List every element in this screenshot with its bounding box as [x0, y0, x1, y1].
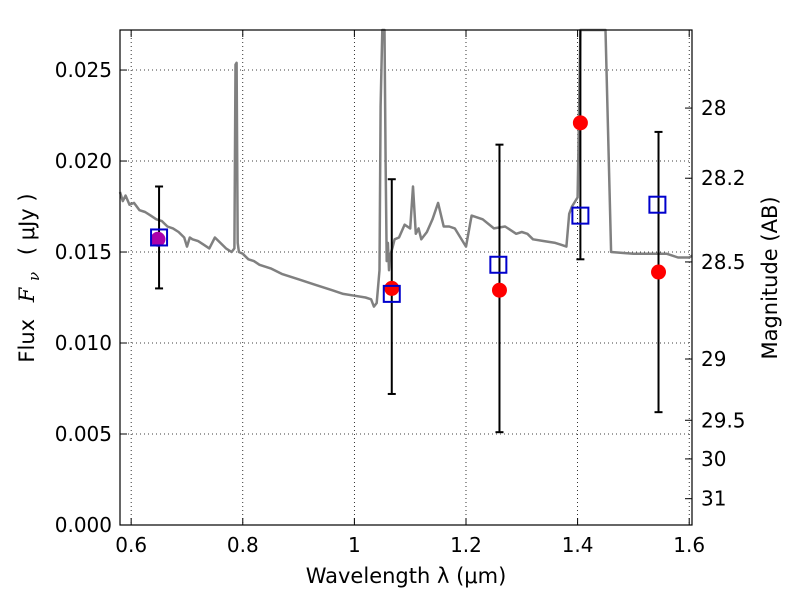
y-tick-label: 0.005 [55, 422, 112, 446]
right-tick-label: 29 [701, 347, 726, 371]
plot-background [120, 30, 692, 525]
y-tick-label: 0.025 [55, 58, 112, 82]
model-band-point [382, 284, 401, 303]
right-axis-label: Magnitude (AB) [758, 196, 782, 359]
y-tick-label: 0.010 [55, 331, 112, 355]
y-tick-label: 0.015 [55, 240, 112, 264]
y-label-flux: Flux [15, 319, 39, 363]
right-tick-label: 30 [701, 447, 726, 471]
y-label-f: F [15, 286, 39, 303]
model-band-point [648, 195, 667, 214]
markers [150, 115, 667, 303]
right-tick-label: 29.5 [701, 408, 746, 432]
right-tick-label: 28 [701, 96, 726, 120]
observed-point [491, 282, 507, 298]
model-spectrum-line [118, 28, 693, 308]
y-label-unit: ( μJy ) [15, 193, 39, 255]
observed-point [572, 115, 588, 131]
model-band-point [571, 206, 590, 225]
y-label-nu: ν [25, 272, 43, 281]
right-tick-label: 28.5 [701, 250, 746, 274]
y-axis: 0.000 0.005 0.010 0.015 0.020 0.025 [55, 58, 127, 537]
y-tick-label: 0.000 [55, 513, 112, 537]
x-axis-label: Wavelength λ (μm) [306, 564, 507, 588]
x-tick-label: 0.6 [115, 533, 147, 557]
right-axis: 28 28.2 28.5 29 29.5 30 31 [685, 96, 746, 511]
right-tick-label: 28.2 [701, 166, 746, 190]
x-tick-label: 0.8 [227, 533, 259, 557]
x-tick-label: 1.4 [562, 533, 594, 557]
observed-point [384, 280, 400, 296]
y-tick-label: 0.020 [55, 149, 112, 173]
observed-point [150, 231, 166, 247]
observed-point [651, 264, 667, 280]
right-tick-label: 31 [701, 487, 726, 511]
plot-frame [119, 29, 693, 526]
x-axis: 0.6 0.8 1 1.2 1.4 1.6 [115, 30, 705, 557]
model-band-point [489, 255, 508, 274]
x-tick-label: 1.2 [450, 533, 482, 557]
y-axis-label: Flux F ν ( μJy ) [15, 193, 44, 362]
x-tick-label: 1.6 [673, 533, 705, 557]
x-tick-label: 1 [348, 533, 361, 557]
model-band-point [150, 228, 169, 247]
